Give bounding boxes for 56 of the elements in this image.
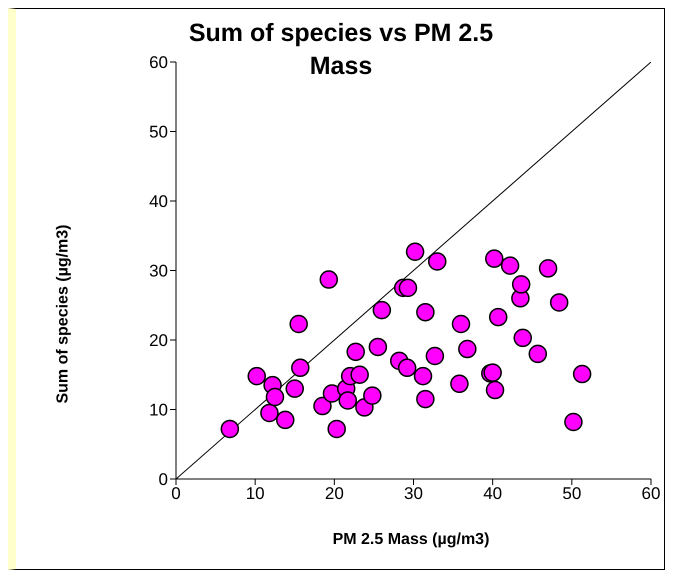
x-tick-label: 60 (642, 484, 660, 504)
y-tick-label: 60 (149, 53, 168, 72)
x-tick-label: 0 (171, 484, 181, 504)
point (450, 374, 469, 394)
y-tick-label: 50 (149, 122, 168, 142)
point (289, 314, 308, 334)
point (416, 302, 435, 322)
point (398, 278, 418, 298)
point (426, 346, 444, 366)
point (248, 366, 266, 386)
chart-title: Sum of species vs PM 2.5 Mass (188, 19, 494, 80)
x-tick-label: 40 (483, 484, 502, 504)
y-tick-label: 40 (149, 192, 168, 212)
point (398, 358, 416, 378)
point (538, 259, 558, 278)
point (428, 252, 446, 271)
point (500, 256, 520, 275)
point (350, 366, 369, 384)
point (564, 412, 583, 432)
point (220, 420, 240, 438)
point (512, 275, 530, 294)
point (266, 388, 284, 406)
point (368, 338, 388, 356)
point (514, 328, 532, 348)
point (414, 366, 432, 386)
point (485, 249, 504, 268)
point (416, 390, 435, 408)
y-tick-label: 0 (158, 470, 168, 490)
y-tick-label: 10 (149, 400, 168, 420)
x-tick-label: 10 (246, 484, 265, 504)
point (452, 314, 470, 334)
point (313, 396, 332, 416)
point (286, 379, 304, 398)
point (291, 358, 310, 378)
point (488, 308, 508, 326)
x-tick-label: 20 (324, 484, 344, 504)
point (346, 342, 365, 362)
point (320, 270, 338, 289)
point (458, 340, 477, 358)
point (338, 391, 358, 410)
x-tick-label: 30 (404, 484, 423, 504)
point (363, 386, 382, 405)
x-axis-title: PM 2.5 Mass (µg/m3) (332, 531, 490, 549)
point (327, 420, 346, 438)
point (372, 300, 392, 320)
point (260, 404, 279, 422)
point (572, 364, 592, 384)
y-tick-label: 20 (149, 331, 168, 350)
point (550, 293, 568, 312)
y-axis-title: Sum of species (µg/m3) (55, 224, 73, 404)
x-tick-label: 50 (562, 484, 582, 504)
point (486, 380, 504, 400)
point (276, 410, 294, 430)
point (528, 344, 548, 364)
point (406, 242, 424, 261)
y-tick-label: 30 (149, 262, 168, 281)
